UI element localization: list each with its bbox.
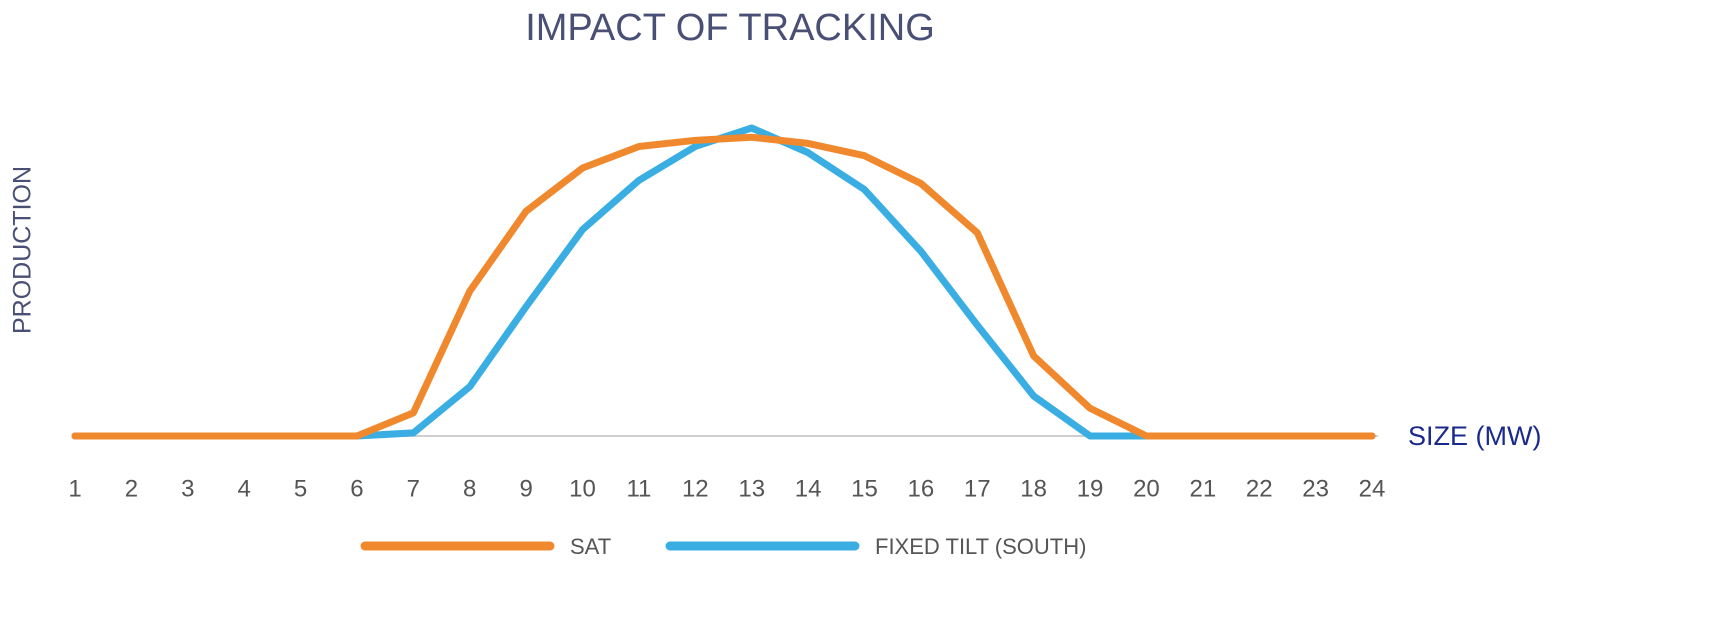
legend-label: SAT: [570, 534, 611, 559]
series-line: [71, 124, 1376, 440]
x-tick-label: 11: [626, 475, 651, 502]
x-tick-label: 8: [463, 475, 476, 502]
x-tick-label: 1: [68, 475, 81, 502]
x-tick-label: 16: [908, 475, 935, 502]
series-line: [71, 133, 1376, 440]
x-tick-label: 9: [519, 475, 532, 502]
x-tick-label: 3: [181, 475, 194, 502]
x-axis-label: SIZE (MW): [1408, 421, 1541, 451]
x-tick-label: 22: [1246, 475, 1273, 502]
chart-title: IMPACT OF TRACKING: [525, 7, 935, 49]
x-tick-label: 10: [569, 475, 596, 502]
x-tick-label: 5: [294, 475, 307, 502]
x-tick-label: 7: [407, 475, 420, 502]
x-tick-label: 21: [1189, 475, 1216, 502]
x-tick-label: 17: [964, 475, 991, 502]
x-tick-label: 20: [1133, 475, 1160, 502]
legend-label: FIXED TILT (SOUTH): [875, 534, 1086, 559]
x-tick-label: 6: [350, 475, 363, 502]
x-tick-label: 19: [1077, 475, 1104, 502]
x-tick-label: 14: [795, 475, 822, 502]
y-axis-label: PRODUCTION: [9, 166, 37, 334]
x-tick-label: 12: [682, 475, 709, 502]
x-tick-label: 4: [237, 475, 250, 502]
x-tick-label: 18: [1020, 475, 1047, 502]
x-tick-label: 13: [738, 475, 765, 502]
x-tick-label: 2: [125, 475, 138, 502]
x-tick-label: 15: [851, 475, 878, 502]
x-tick-label: 23: [1302, 475, 1329, 502]
x-tick-label: 24: [1359, 475, 1386, 502]
